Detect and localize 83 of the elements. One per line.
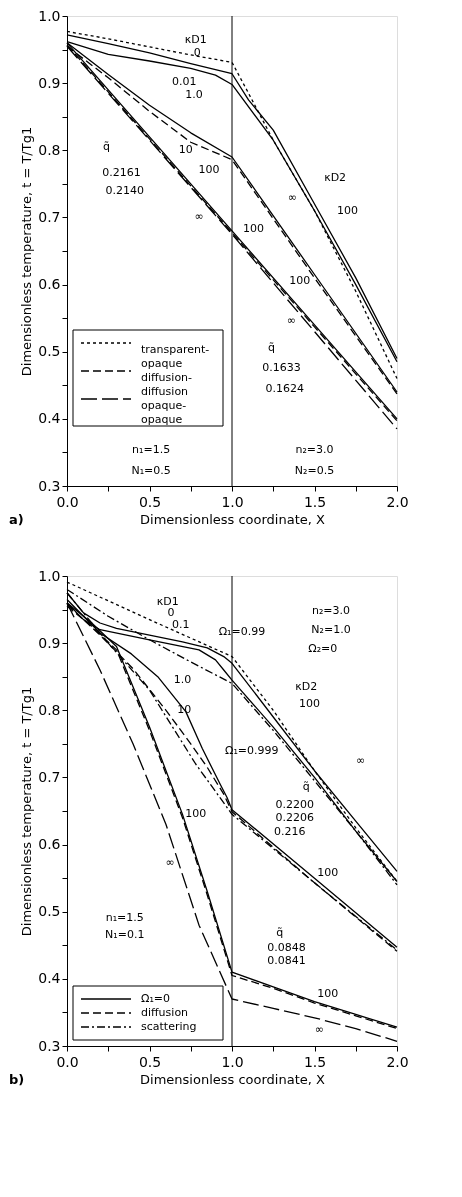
y-tick-label: 0.7 bbox=[38, 768, 61, 785]
x-axis-title: Dimensionless coordinate, X bbox=[140, 1071, 326, 1087]
annotation: N₁=0.5 bbox=[131, 463, 171, 477]
annotation: 10 bbox=[178, 143, 193, 157]
annotation: 1.0 bbox=[173, 673, 192, 687]
annotation: ∞ bbox=[287, 190, 297, 204]
annotation: q̃ bbox=[268, 341, 276, 355]
annotation: 100 bbox=[317, 866, 339, 880]
x-tick-label: 2.0 bbox=[386, 1053, 409, 1070]
x-tick-label: 1.5 bbox=[303, 493, 327, 510]
annotation: 0.0848 bbox=[267, 940, 306, 954]
x-tick-label: 1.0 bbox=[221, 1053, 244, 1070]
annotation: 100 bbox=[317, 986, 339, 1000]
y-tick-label: 0.8 bbox=[38, 701, 61, 718]
legend-label: opaque-opaque bbox=[141, 399, 187, 426]
annotation: 1.0 bbox=[185, 87, 203, 101]
legend-label: diffusion bbox=[141, 1006, 189, 1019]
annotation: Ω₁=0.999 bbox=[225, 744, 279, 758]
annotation: 0.01 bbox=[171, 75, 197, 89]
annotation: 0.2206 bbox=[275, 811, 314, 825]
legend-label: scattering bbox=[141, 1020, 197, 1033]
annotation: κD2 bbox=[324, 170, 347, 184]
annotation: 0.2161 bbox=[102, 166, 141, 180]
annotation: 0.1633 bbox=[262, 360, 301, 374]
annotation: 0.216 bbox=[274, 825, 306, 839]
x-tick-label: 0.0 bbox=[56, 493, 79, 510]
text: a) bbox=[9, 512, 24, 527]
y-tick-label: 0.5 bbox=[38, 903, 61, 920]
y-tick-label: 0.7 bbox=[38, 208, 61, 225]
x-tick-label: 0.0 bbox=[56, 1053, 79, 1070]
annotation: q̃ bbox=[276, 925, 284, 939]
annotation: N₂=0.5 bbox=[294, 463, 335, 477]
y-tick-label: 1.0 bbox=[38, 567, 61, 584]
x-tick-label: 1.0 bbox=[221, 493, 244, 510]
y-tick-label: 0.4 bbox=[38, 970, 61, 987]
text: b) bbox=[9, 1072, 25, 1087]
annotation: 100 bbox=[289, 273, 311, 287]
y-tick-label: 0.9 bbox=[38, 74, 61, 91]
y-tick-label: 0.6 bbox=[38, 276, 61, 293]
annotation: 100 bbox=[337, 204, 358, 218]
annotation: n₂=3.0 bbox=[311, 603, 351, 617]
y-tick-label: 0.4 bbox=[38, 410, 61, 427]
annotation: N₁=0.1 bbox=[105, 928, 145, 942]
annotation: ∞ bbox=[286, 313, 296, 327]
annotation: 100 bbox=[185, 807, 207, 821]
y-tick-label: 0.5 bbox=[38, 343, 61, 360]
annotation: n₂=3.0 bbox=[295, 443, 334, 457]
legend-label: Ω₁=0 bbox=[141, 992, 171, 1005]
annotation: 0.2140 bbox=[105, 184, 144, 198]
x-tick-label: 1.5 bbox=[303, 1053, 327, 1070]
annotation: n₁=1.5 bbox=[105, 911, 144, 925]
annotation: ∞ bbox=[314, 1022, 325, 1036]
annotation: Ω₁=0.99 bbox=[218, 625, 266, 639]
y-axis-title: Dimensionless temperature, t = T/Tg1 bbox=[19, 126, 35, 377]
annotation: 0.1 bbox=[172, 618, 190, 632]
y-axis-title: Dimensionless temperature, t = T/Tg1 bbox=[19, 686, 35, 937]
annotation: 0.1624 bbox=[265, 382, 305, 396]
x-tick-label: 2.0 bbox=[386, 493, 409, 510]
annotation: ∞ bbox=[356, 753, 366, 767]
annotation: Ω₂=0 bbox=[308, 641, 338, 655]
annotation: 0.0841 bbox=[267, 954, 306, 968]
y-tick-label: 0.3 bbox=[38, 477, 61, 494]
annotation: κD1 bbox=[184, 32, 207, 46]
annotation: 0.2200 bbox=[275, 797, 314, 811]
annotation: 100 bbox=[299, 697, 321, 711]
y-tick-label: 0.9 bbox=[38, 634, 61, 651]
annotation: κD2 bbox=[295, 680, 318, 694]
annotation: ∞ bbox=[194, 210, 204, 224]
x-tick-label: 0.5 bbox=[138, 1053, 162, 1070]
y-tick-label: 0.8 bbox=[38, 141, 61, 158]
annotation: n₁=1.5 bbox=[132, 443, 171, 457]
annotation: q̃ bbox=[103, 139, 111, 153]
annotation: ∞ bbox=[165, 855, 175, 869]
annotation: q̃ bbox=[302, 779, 310, 793]
annotation: 100 bbox=[242, 221, 264, 235]
y-tick-label: 0.3 bbox=[38, 1037, 61, 1054]
x-axis-title: Dimensionless coordinate, X bbox=[140, 511, 326, 527]
annotation: 0 bbox=[193, 45, 201, 59]
y-tick-label: 0.6 bbox=[38, 836, 61, 853]
annotation: 100 bbox=[198, 162, 220, 176]
x-tick-label: 0.5 bbox=[138, 493, 162, 510]
y-tick-label: 1.0 bbox=[38, 7, 61, 24]
annotation: N₂=1.0 bbox=[311, 622, 351, 636]
